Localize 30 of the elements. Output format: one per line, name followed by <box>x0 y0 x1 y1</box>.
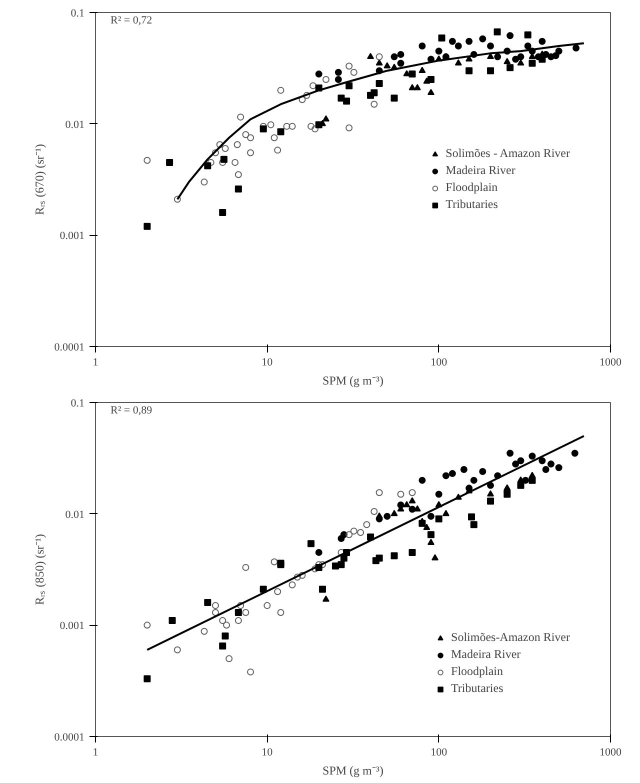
legend-label: Tributaries <box>451 681 504 696</box>
y-tick-label: 0.0001 <box>54 732 84 744</box>
y-axis-title: Rᵣₛ (670) (sr⁻¹) <box>32 144 46 216</box>
y-tick-label: 0.0001 <box>54 342 84 354</box>
x-axis-title: SPM (g m⁻³) <box>322 764 384 778</box>
legend-label: Solimões - Amazon River <box>446 146 570 161</box>
x-tick-label: 10 <box>262 356 274 368</box>
x-axis-title: SPM (g m⁻³) <box>322 374 384 388</box>
x-tick-label: 1 <box>92 746 98 758</box>
x-tick-label: 1000 <box>600 746 622 758</box>
legend-label: Solimões-Amazon River <box>451 630 570 645</box>
annotation: R² = 0,72 <box>110 14 152 26</box>
annotation: R² = 0,89 <box>110 404 153 416</box>
y-tick-label: 0.1 <box>70 8 84 20</box>
x-tick-label: 100 <box>430 746 448 758</box>
y-tick-label: 0.01 <box>65 118 84 131</box>
legend-label: Madeira River <box>446 163 516 178</box>
x-tick-label: 1000 <box>600 356 622 368</box>
x-tick-label: 10 <box>262 746 274 758</box>
y-tick-label: 0.1 <box>70 398 84 410</box>
legend-label: Floodplain <box>446 180 498 195</box>
legend-label: Madeira River <box>451 647 521 662</box>
y-tick-label: 0.01 <box>65 508 84 521</box>
y-tick-label: 0.001 <box>60 620 84 632</box>
y-tick-label: 0.001 <box>60 230 84 242</box>
x-tick-label: 100 <box>430 356 448 368</box>
legend-label: Floodplain <box>451 664 504 679</box>
legend-label: Tributaries <box>446 197 498 212</box>
x-tick-label: 1 <box>92 356 98 368</box>
y-axis-title: Rᵣₛ (850) (sr⁻¹) <box>32 534 46 606</box>
